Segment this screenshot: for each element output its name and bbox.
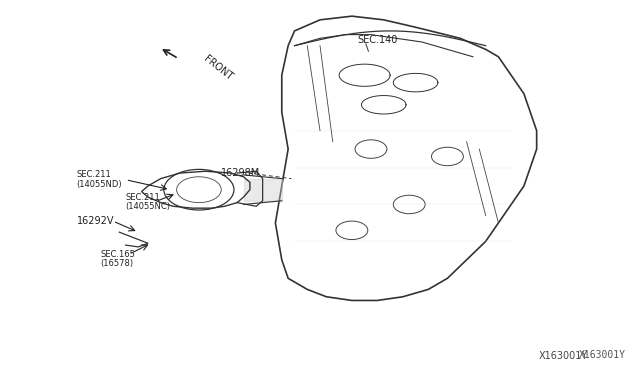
Text: SEC.211: SEC.211 <box>125 193 161 202</box>
Text: (14055ND): (14055ND) <box>77 180 122 189</box>
Text: FRONT: FRONT <box>202 54 235 82</box>
Text: 16292V: 16292V <box>77 216 114 226</box>
Text: X163001Y: X163001Y <box>538 351 588 361</box>
Text: (14055NC): (14055NC) <box>125 202 171 211</box>
Text: X163001Y: X163001Y <box>579 350 626 359</box>
Text: SEC.165: SEC.165 <box>100 250 135 259</box>
Text: 16298M: 16298M <box>221 168 260 178</box>
Text: SEC.211: SEC.211 <box>77 170 111 179</box>
Text: (16578): (16578) <box>100 259 133 268</box>
Text: SEC.140: SEC.140 <box>357 35 397 45</box>
